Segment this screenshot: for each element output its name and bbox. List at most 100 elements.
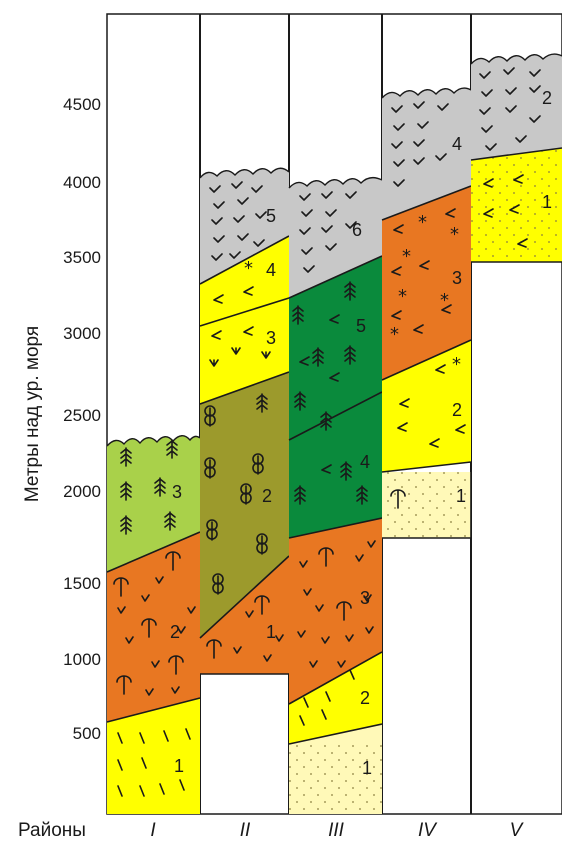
zone-number: 3 — [172, 482, 182, 502]
tick-line-icon — [299, 669, 355, 726]
star-icon: * * * * * * * — [390, 212, 461, 375]
fir-tree-icon — [120, 439, 178, 535]
upper-edge — [106, 435, 201, 447]
x-axis: Районы I II III IV V — [18, 820, 525, 841]
tick-grass-icon — [391, 208, 466, 448]
svg-text:*: * — [418, 212, 427, 233]
zone-number: 2 — [170, 622, 180, 642]
zone-number: 5 — [266, 206, 276, 226]
svg-text:*: * — [402, 246, 411, 267]
tick-grass-icon — [117, 728, 191, 797]
district-label: II — [240, 820, 251, 841]
column-district-IV: * * * * * * * — [381, 87, 472, 539]
zone-number: 2 — [360, 688, 370, 708]
zone-III-5 — [289, 256, 382, 440]
deciduous-tree-icon — [204, 405, 268, 595]
zone-number: 2 — [542, 88, 552, 108]
y-tick-label: 4500 — [63, 95, 101, 114]
zone-IV-2 — [382, 340, 471, 472]
zone-boundary — [199, 235, 290, 675]
column-district-III — [288, 176, 383, 814]
zone-II-5 — [200, 168, 289, 284]
upper-edge — [199, 167, 290, 179]
y-tick-label: 1000 — [63, 650, 101, 669]
y-tick-label: 4000 — [63, 173, 101, 192]
zone-number: 4 — [360, 452, 370, 472]
zone-number: 1 — [456, 486, 466, 506]
zone-boundary — [470, 147, 562, 263]
zone-I-1 — [107, 698, 200, 814]
phi-shrub-icon — [390, 489, 406, 509]
y-tick-label: 2500 — [63, 406, 101, 425]
phi-shrub-icon — [297, 540, 376, 668]
zone-number: 1 — [266, 622, 276, 642]
star-icon: * — [244, 258, 253, 279]
column-district-I — [106, 435, 201, 814]
upper-edge — [288, 176, 383, 189]
zone-boundary — [288, 255, 383, 745]
zone-number: 2 — [452, 400, 462, 420]
zone-IV-3 — [382, 186, 471, 380]
svg-text:*: * — [398, 286, 407, 307]
y-tick-label: 1500 — [63, 574, 101, 593]
dots-icon — [289, 744, 382, 814]
zone-number: 1 — [542, 192, 552, 212]
zone-V-2 — [471, 54, 562, 161]
svg-text:*: * — [390, 324, 399, 345]
svg-text:*: * — [452, 354, 461, 375]
upper-edge — [381, 87, 472, 99]
zone-number: 3 — [266, 328, 276, 348]
zone-number-labels: 1 2 3 1 2 3 4 5 1 2 3 4 5 6 1 2 3 4 1 2 — [170, 88, 552, 778]
zone-II-1 — [200, 556, 289, 674]
zone-number: 6 — [352, 220, 362, 240]
districts-title: Районы — [18, 820, 86, 841]
phi-shrub-icon — [206, 595, 284, 662]
district-label: I — [150, 820, 156, 841]
fir-tree-icon — [256, 393, 268, 413]
zone-number: 1 — [362, 758, 372, 778]
zone-number: 4 — [266, 260, 276, 280]
arrow-down-icon — [209, 347, 271, 367]
tick-grass-icon — [211, 286, 254, 340]
zone-III-3 — [289, 518, 382, 704]
zone-I-3 — [107, 435, 200, 572]
fir-tree-icon — [292, 281, 368, 505]
y-tick-label: 500 — [73, 724, 101, 743]
district-label: IV — [418, 820, 438, 841]
phi-shrub-icon — [113, 551, 196, 696]
tick-grass-icon — [483, 174, 528, 248]
zone-III-2 — [289, 652, 382, 744]
district-label: V — [510, 820, 525, 841]
glacier-icon — [479, 67, 541, 151]
glacier-icon — [209, 181, 267, 261]
zone-II-3 — [200, 298, 289, 404]
zone-I-2 — [107, 532, 200, 722]
zone-number: 3 — [360, 588, 370, 608]
zone-number: 2 — [262, 486, 272, 506]
y-axis: Метры над ур. моря 500 1000 1500 2000 25… — [22, 95, 101, 743]
upper-edge — [470, 53, 562, 65]
svg-text:*: * — [440, 290, 449, 311]
column-district-II: * — [199, 167, 290, 675]
glacier-icon — [299, 191, 357, 273]
svg-text:*: * — [450, 224, 459, 245]
zone-number: 3 — [452, 268, 462, 288]
zone-boundary — [106, 531, 201, 723]
tick-grass-icon — [299, 314, 340, 474]
y-tick-label: 3000 — [63, 324, 101, 343]
y-tick-label: 2000 — [63, 482, 101, 501]
district-label: III — [328, 820, 345, 841]
y-tick-label: 3500 — [63, 248, 101, 267]
y-axis-title: Метры над ур. моря — [22, 326, 43, 502]
zone-boundary — [381, 185, 472, 539]
svg-text:*: * — [244, 258, 253, 279]
zone-number: 4 — [452, 134, 462, 154]
zone-number: 1 — [174, 756, 184, 776]
zone-IV-4 — [382, 88, 471, 220]
zone-number: 5 — [356, 316, 366, 336]
column-district-V — [470, 53, 562, 263]
zone-II-2 — [200, 372, 289, 638]
glacier-icon — [391, 101, 449, 187]
